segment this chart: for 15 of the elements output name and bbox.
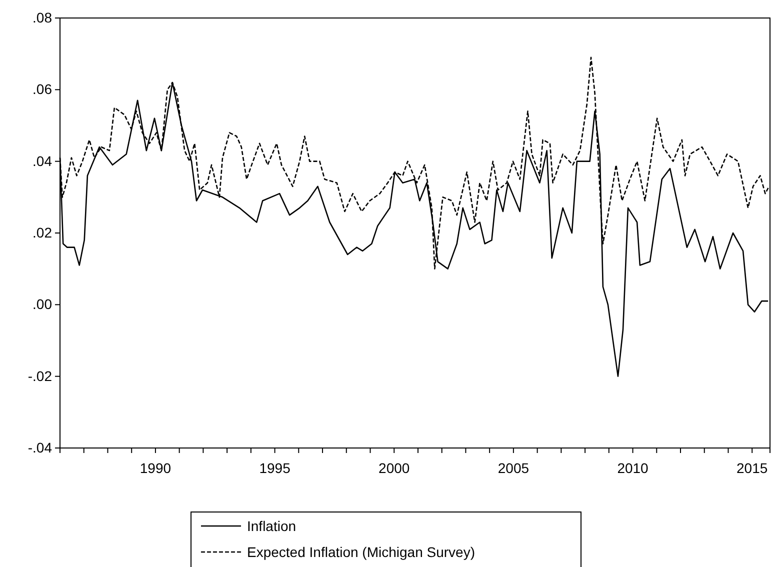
y-tick-label: .02 — [32, 224, 52, 240]
legend-label: Expected Inflation (Michigan Survey) — [247, 544, 475, 560]
x-tick-label: 2015 — [736, 460, 768, 476]
x-tick-label: 1990 — [140, 460, 172, 476]
y-tick-label: -.04 — [28, 439, 52, 456]
x-tick-label: 2010 — [617, 460, 649, 476]
x-tick-label: 2005 — [498, 460, 530, 476]
y-tick-label: .04 — [32, 152, 52, 169]
legend-label: Inflation — [247, 518, 296, 534]
y-tick-label: -.02 — [28, 368, 52, 384]
x-tick-label: 2000 — [378, 460, 410, 476]
y-tick-label: .08 — [32, 9, 52, 26]
y-tick-label: .06 — [32, 81, 52, 98]
x-tick-label: 1995 — [259, 460, 291, 476]
y-tick-label: .00 — [32, 296, 52, 312]
